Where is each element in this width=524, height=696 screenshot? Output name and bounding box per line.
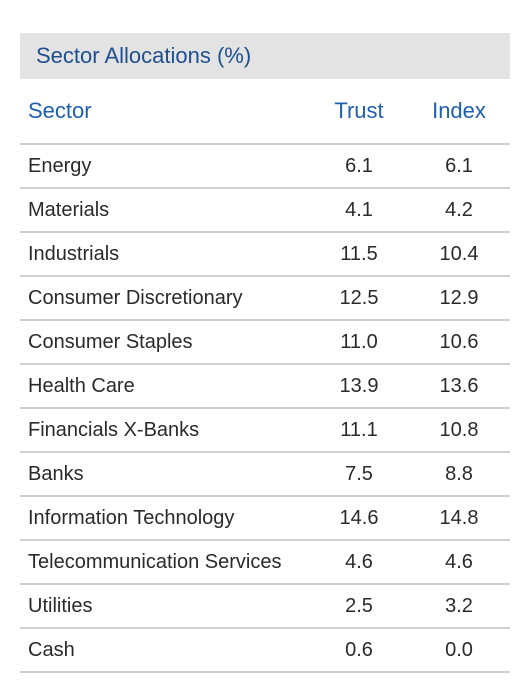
sector-cell: Consumer Discretionary: [20, 276, 310, 321]
table-row: Banks 7.5 8.8: [20, 452, 510, 497]
table-row: Consumer Staples 11.0 10.6: [20, 320, 510, 365]
sector-cell: Cash: [20, 628, 310, 673]
sector-cell: Industrials: [20, 232, 310, 277]
index-value-cell: 13.6: [408, 364, 510, 409]
title-bar: Sector Allocations (%): [20, 33, 510, 79]
trust-value-cell: 2.5: [310, 584, 408, 629]
index-value-cell: 0.0: [408, 628, 510, 673]
trust-value-cell: 11.5: [310, 232, 408, 277]
trust-value-cell: 4.6: [310, 540, 408, 585]
sector-cell: Information Technology: [20, 496, 310, 541]
panel-title: Sector Allocations (%): [36, 43, 252, 68]
trust-value-cell: 11.1: [310, 408, 408, 453]
table-row: Financials X-Banks 11.1 10.8: [20, 408, 510, 453]
sector-allocations-table: Sector Trust Index Energy 6.1 6.1 Materials…: [20, 79, 510, 673]
index-value-cell: 10.8: [408, 408, 510, 453]
sector-cell: Health Care: [20, 364, 310, 409]
index-value-cell: 6.1: [408, 144, 510, 189]
table-row: Information Technology 14.6 14.8: [20, 496, 510, 541]
sector-cell: Utilities: [20, 584, 310, 629]
index-value-cell: 4.2: [408, 188, 510, 233]
trust-value-cell: 0.6: [310, 628, 408, 673]
trust-value-cell: 6.1: [310, 144, 408, 189]
sector-cell: Materials: [20, 188, 310, 233]
header-row: Sector Trust Index: [20, 79, 510, 145]
trust-value-cell: 7.5: [310, 452, 408, 497]
index-value-cell: 12.9: [408, 276, 510, 321]
table-row: Utilities 2.5 3.2: [20, 584, 510, 629]
sector-cell: Consumer Staples: [20, 320, 310, 365]
index-value-cell: 10.4: [408, 232, 510, 277]
column-header-index: Index: [408, 79, 510, 145]
trust-value-cell: 4.1: [310, 188, 408, 233]
sector-cell: Financials X-Banks: [20, 408, 310, 453]
table-row: Telecommunication Services 4.6 4.6: [20, 540, 510, 585]
index-value-cell: 3.2: [408, 584, 510, 629]
index-value-cell: 4.6: [408, 540, 510, 585]
table-row: Industrials 11.5 10.4: [20, 232, 510, 277]
index-value-cell: 10.6: [408, 320, 510, 365]
table-row: Materials 4.1 4.2: [20, 188, 510, 233]
trust-value-cell: 14.6: [310, 496, 408, 541]
sector-cell: Banks: [20, 452, 310, 497]
sector-allocations-panel: Sector Allocations (%) Sector Trust Inde…: [20, 33, 510, 673]
table-row: Consumer Discretionary 12.5 12.9: [20, 276, 510, 321]
index-value-cell: 8.8: [408, 452, 510, 497]
table-header: Sector Trust Index: [20, 79, 510, 145]
table-body: Energy 6.1 6.1 Materials 4.1 4.2 Industrials 11…: [20, 144, 510, 673]
sector-cell: Telecommunication Services: [20, 540, 310, 585]
sector-cell: Energy: [20, 144, 310, 189]
column-header-sector: Sector: [20, 79, 310, 145]
table-row: Cash 0.6 0.0: [20, 628, 510, 673]
column-header-trust: Trust: [310, 79, 408, 145]
table-row: Health Care 13.9 13.6: [20, 364, 510, 409]
table-row: Energy 6.1 6.1: [20, 144, 510, 189]
trust-value-cell: 13.9: [310, 364, 408, 409]
index-value-cell: 14.8: [408, 496, 510, 541]
trust-value-cell: 11.0: [310, 320, 408, 365]
trust-value-cell: 12.5: [310, 276, 408, 321]
